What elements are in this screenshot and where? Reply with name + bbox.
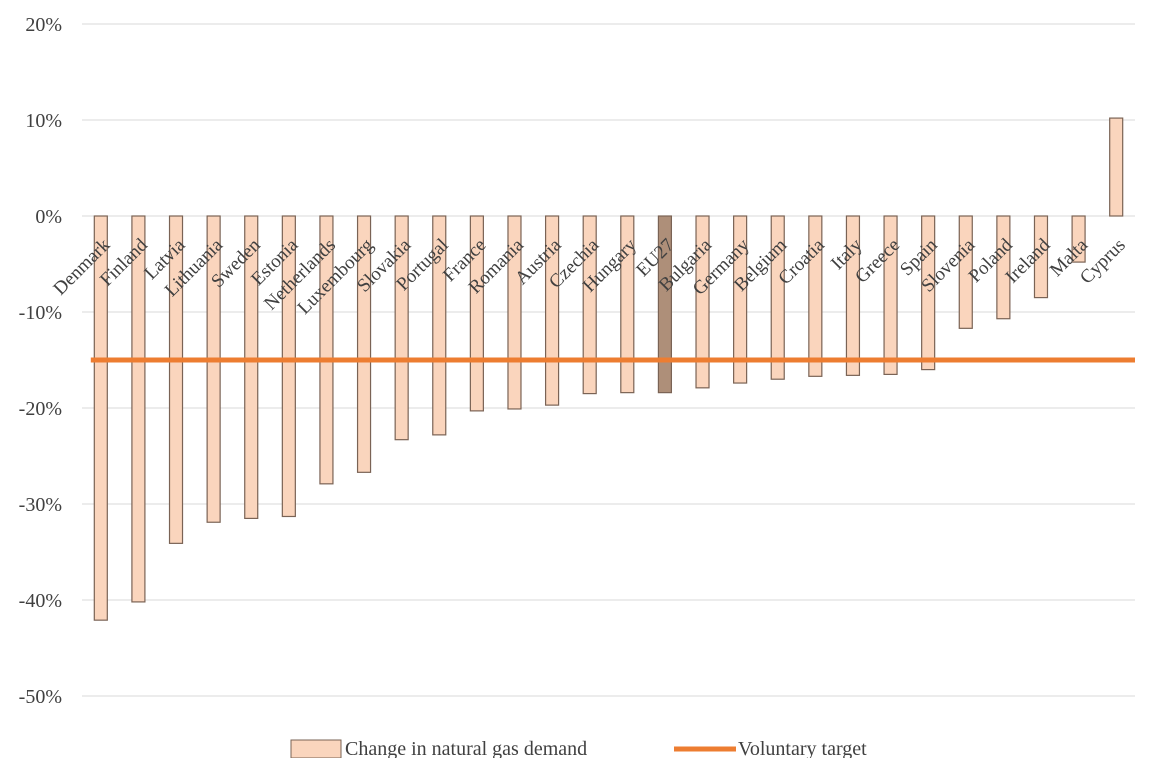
y-tick-label: 20% bbox=[25, 14, 62, 36]
y-tick-label: 0% bbox=[35, 206, 62, 228]
bar-malta bbox=[1071, 215, 1086, 263]
bar-hungary bbox=[620, 215, 635, 394]
y-tick-label: -10% bbox=[19, 302, 62, 324]
bar-greece bbox=[883, 215, 898, 375]
y-tick-label: -30% bbox=[19, 494, 62, 516]
bar-latvia bbox=[168, 215, 184, 544]
bar-ireland bbox=[1033, 215, 1049, 299]
bar-czechia bbox=[582, 215, 597, 395]
y-axis-tick-labels: 20% 10% 0% -10% -20% -30% -40% -50% bbox=[19, 14, 62, 708]
bar-poland bbox=[996, 215, 1011, 320]
bar-lithuania bbox=[206, 215, 221, 523]
bar-eu27 bbox=[657, 215, 673, 394]
legend-label-gas-demand: Change in natural gas demand bbox=[345, 738, 587, 758]
legend: Change in natural gas demand Voluntary t… bbox=[290, 738, 867, 758]
bar-estonia bbox=[281, 215, 296, 518]
bar-finland bbox=[131, 215, 146, 603]
bar-germany bbox=[733, 215, 748, 384]
bar-spain bbox=[921, 215, 936, 371]
bar-slovenia bbox=[958, 215, 973, 329]
y-tick-label: -20% bbox=[19, 398, 62, 420]
bar-belgium bbox=[770, 215, 785, 380]
y-tick-label: -40% bbox=[19, 590, 62, 612]
bar-luxembourg bbox=[356, 215, 372, 473]
legend-label-target: Voluntary target bbox=[738, 738, 867, 758]
bar-slovakia bbox=[394, 215, 409, 441]
legend-swatch-gas-demand bbox=[290, 739, 342, 758]
bar-denmark bbox=[93, 215, 108, 621]
bar-bulgaria bbox=[695, 215, 710, 389]
bar-italy bbox=[845, 215, 861, 376]
bar-sweden bbox=[244, 215, 259, 519]
bar-croatia bbox=[808, 215, 823, 377]
y-tick-label: 10% bbox=[25, 110, 62, 132]
bar-portugal bbox=[432, 215, 447, 436]
bars bbox=[93, 117, 1124, 621]
bar-netherlands bbox=[319, 215, 334, 485]
bar-cyprus bbox=[1109, 117, 1124, 217]
y-tick-label: -50% bbox=[19, 686, 62, 708]
